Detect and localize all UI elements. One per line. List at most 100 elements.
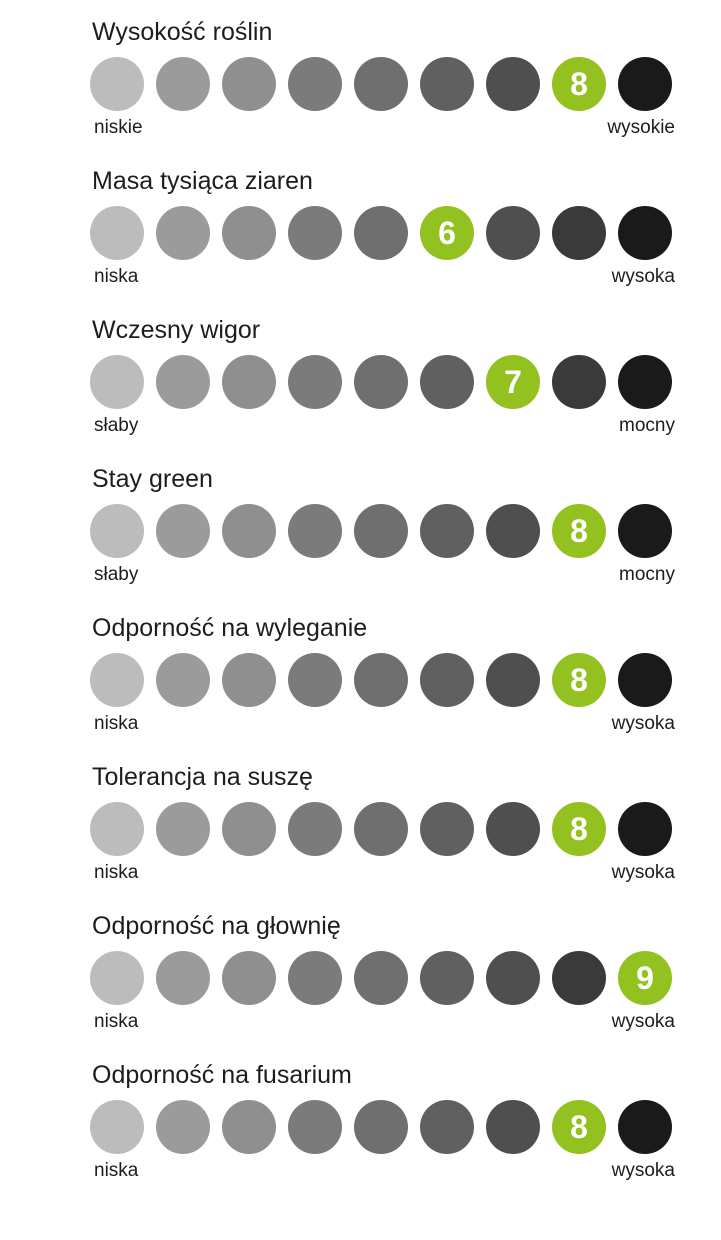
low-label: niska xyxy=(94,1160,138,1182)
rating-value: 8 xyxy=(570,68,588,100)
rating-dot-4 xyxy=(288,1100,342,1154)
rating-dot-8: 8 xyxy=(552,653,606,707)
rating-dot-5 xyxy=(354,951,408,1005)
rating-scale: 7 xyxy=(90,355,681,409)
rating-dot-3 xyxy=(222,355,276,409)
high-label: wysoka xyxy=(612,266,675,288)
rating-dot-3 xyxy=(222,57,276,111)
rating-dot-7: 7 xyxy=(486,355,540,409)
rating-dot-4 xyxy=(288,206,342,260)
high-label: wysoka xyxy=(612,1011,675,1033)
trait-title: Odporność na fusarium xyxy=(92,1061,681,1090)
rating-dot-1 xyxy=(90,206,144,260)
rating-dot-5 xyxy=(354,355,408,409)
rating-dot-6 xyxy=(420,57,474,111)
low-label: niska xyxy=(94,266,138,288)
rating-scale: 8 xyxy=(90,653,681,707)
rating-dot-5 xyxy=(354,653,408,707)
low-label: słaby xyxy=(94,564,138,586)
rating-dot-7 xyxy=(486,802,540,856)
high-label: wysokie xyxy=(607,117,675,139)
rating-dot-1 xyxy=(90,653,144,707)
rating-dot-5 xyxy=(354,57,408,111)
low-label: słaby xyxy=(94,415,138,437)
rating-dot-6 xyxy=(420,504,474,558)
rating-dot-7 xyxy=(486,1100,540,1154)
rating-dot-1 xyxy=(90,802,144,856)
rating-dot-3 xyxy=(222,504,276,558)
low-label: niska xyxy=(94,1011,138,1033)
rating-dot-8: 8 xyxy=(552,57,606,111)
rating-value: 7 xyxy=(504,366,522,398)
rating-dot-1 xyxy=(90,951,144,1005)
rating-dot-9 xyxy=(618,355,672,409)
rating-dot-2 xyxy=(156,951,210,1005)
low-label: niskie xyxy=(94,117,143,139)
rating-dot-1 xyxy=(90,355,144,409)
rating-value: 8 xyxy=(570,1111,588,1143)
trait-6: Odporność na głownię9niskawysoka xyxy=(90,912,681,1033)
rating-dot-3 xyxy=(222,206,276,260)
rating-dot-5 xyxy=(354,802,408,856)
scale-labels: niska wysoka xyxy=(90,862,681,884)
rating-dot-2 xyxy=(156,57,210,111)
scale-labels: niska wysoka xyxy=(90,1011,681,1033)
rating-scale: 8 xyxy=(90,802,681,856)
rating-dot-9 xyxy=(618,653,672,707)
rating-value: 9 xyxy=(636,962,654,994)
scale-labels: niskie wysokie xyxy=(90,117,681,139)
rating-dot-6 xyxy=(420,1100,474,1154)
rating-dot-4 xyxy=(288,951,342,1005)
trait-title: Wysokość roślin xyxy=(92,18,681,47)
high-label: mocny xyxy=(619,564,675,586)
rating-dot-7 xyxy=(486,206,540,260)
rating-dot-9 xyxy=(618,206,672,260)
rating-dot-5 xyxy=(354,206,408,260)
rating-dot-2 xyxy=(156,802,210,856)
rating-dot-6 xyxy=(420,653,474,707)
trait-5: Tolerancja na suszę 8 niska wysoka xyxy=(90,763,681,884)
trait-1: Masa tysiąca ziaren 6 niska wysoka xyxy=(90,167,681,288)
high-label: wysoka xyxy=(612,1160,675,1182)
high-label: mocny xyxy=(619,415,675,437)
rating-dot-9 xyxy=(618,1100,672,1154)
rating-dot-2 xyxy=(156,206,210,260)
rating-dot-7 xyxy=(486,57,540,111)
rating-dot-3 xyxy=(222,653,276,707)
rating-dot-1 xyxy=(90,57,144,111)
rating-dot-2 xyxy=(156,504,210,558)
rating-dot-6 xyxy=(420,355,474,409)
rating-dot-9: 9 xyxy=(618,951,672,1005)
rating-dot-2 xyxy=(156,355,210,409)
rating-dot-8 xyxy=(552,206,606,260)
rating-dot-5 xyxy=(354,504,408,558)
rating-dot-4 xyxy=(288,653,342,707)
rating-scale: 8 xyxy=(90,1100,681,1154)
rating-dot-4 xyxy=(288,57,342,111)
trait-title: Tolerancja na suszę xyxy=(92,763,681,792)
rating-dot-4 xyxy=(288,355,342,409)
rating-value: 8 xyxy=(570,515,588,547)
trait-3: Stay green8słabymocny xyxy=(90,465,681,586)
high-label: wysoka xyxy=(612,713,675,735)
rating-dot-9 xyxy=(618,57,672,111)
rating-value: 6 xyxy=(438,217,456,249)
rating-dot-2 xyxy=(156,1100,210,1154)
high-label: wysoka xyxy=(612,862,675,884)
scale-labels: niska wysoka xyxy=(90,1160,681,1182)
trait-title: Masa tysiąca ziaren xyxy=(92,167,681,196)
rating-value: 8 xyxy=(570,664,588,696)
rating-dot-4 xyxy=(288,504,342,558)
rating-dot-8: 8 xyxy=(552,504,606,558)
rating-dot-3 xyxy=(222,951,276,1005)
scale-labels: niskawysoka xyxy=(90,713,681,735)
scale-labels: niska wysoka xyxy=(90,266,681,288)
rating-dot-8: 8 xyxy=(552,802,606,856)
rating-scale: 6 xyxy=(90,206,681,260)
scale-labels: słaby mocny xyxy=(90,564,681,586)
low-label: niska xyxy=(94,862,138,884)
rating-scale: 8 xyxy=(90,57,681,111)
trait-title: Wczesny wigor xyxy=(92,316,681,345)
rating-dot-9 xyxy=(618,802,672,856)
rating-value: 8 xyxy=(570,813,588,845)
